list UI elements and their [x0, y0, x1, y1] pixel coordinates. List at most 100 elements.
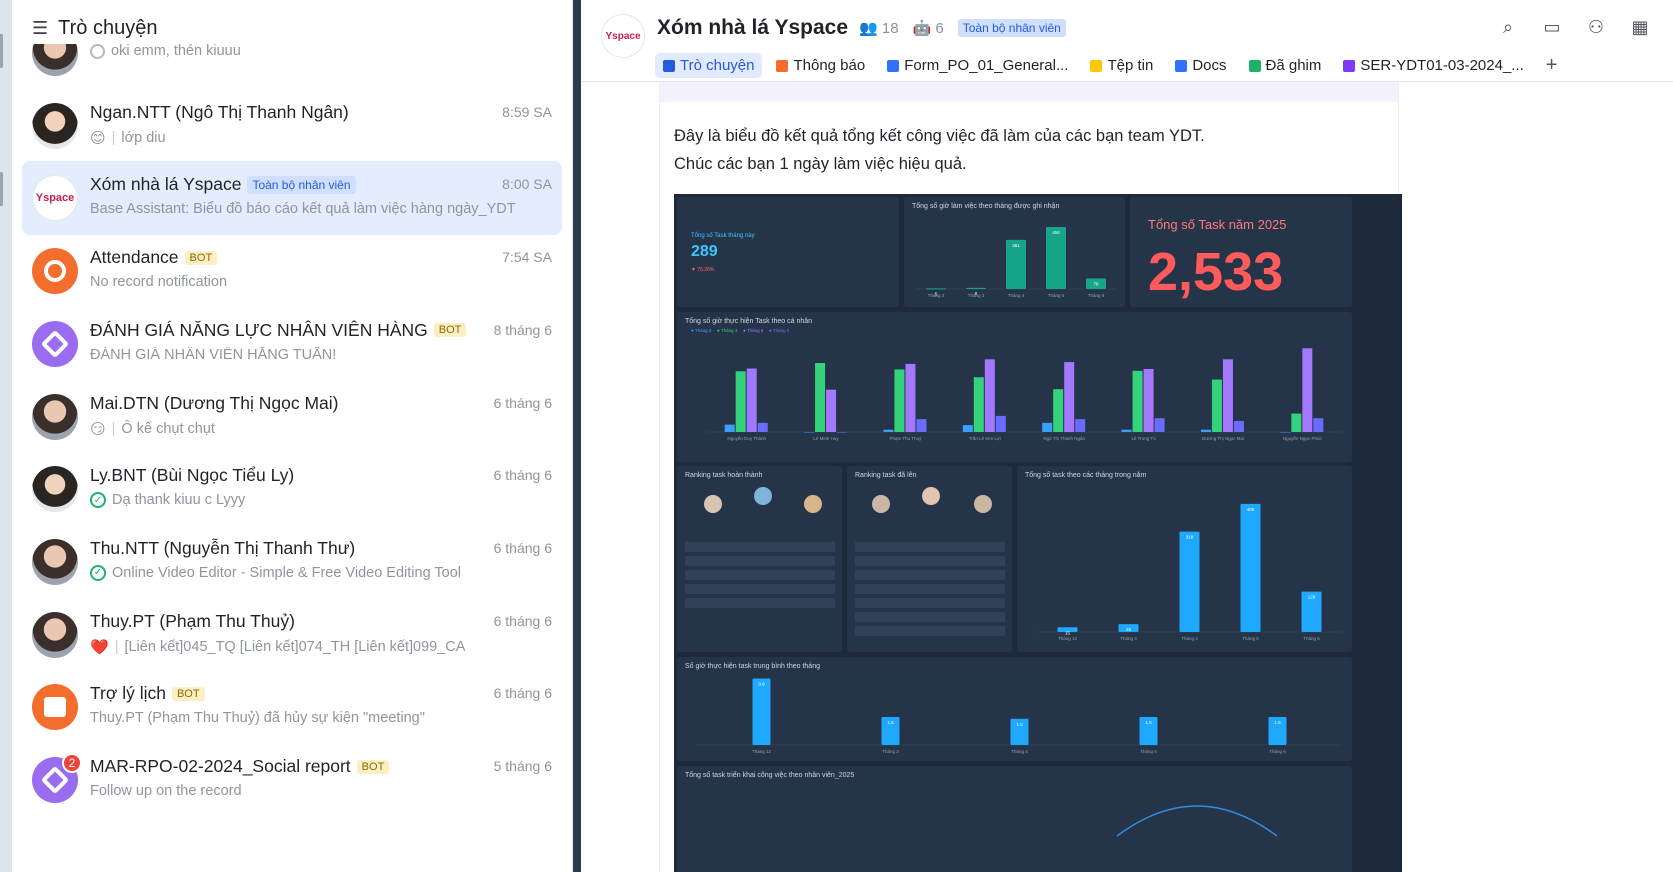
personal-hours-panel: Tổng số giờ thực hiện Task theo cá nhân …: [677, 312, 1352, 462]
tab-label: Đã ghim: [1265, 57, 1322, 74]
avatar: [32, 538, 78, 585]
bar: [1268, 717, 1287, 745]
chat-list-item[interactable]: Yspace Xóm nhà lá Yspace Toàn bộ nhân viên…: [22, 161, 562, 236]
year-total-panel: Tổng số Task năm 2025 2,533: [1130, 197, 1352, 307]
data-label: 78: [1093, 281, 1099, 286]
chat-item-body: Thuy.PT (Phạm Thu Thuỷ) 6 tháng 6 ❤️ | [Liên…: [90, 607, 562, 663]
kpi-change: ▼ 75.26%: [691, 267, 715, 273]
chat-list-item[interactable]: Trợ lý lịch BOT 6 tháng 6 Thuy.PT (Phạm Thu…: [22, 670, 562, 744]
chat-list-item[interactable]: Ly.BNT (Bùi Ngọc Tiểu Ly) 6 tháng 6 ✓ Dạ th…: [22, 452, 562, 526]
bar: [1301, 591, 1322, 632]
app-rail: [0, 0, 12, 872]
kpi-value: 289: [691, 243, 718, 260]
chat-item-body: MAR-RPO-02-2024_Social report BOT 5 tháng …: [90, 752, 562, 808]
add-tab-button[interactable]: +: [1545, 54, 1558, 76]
tick-label: Nguyễn Duy Thành: [727, 435, 766, 441]
bar: [815, 363, 826, 432]
legend-entry: ● Tháng 5: [743, 328, 764, 333]
bar: [984, 359, 995, 432]
tab-docs[interactable]: Docs: [1167, 53, 1234, 78]
chat-item-title: Ly.BNT (Bùi Ngọc Tiểu Ly): [90, 465, 295, 486]
calendar-icon[interactable]: ▦: [1631, 16, 1649, 37]
data-label: 5: [935, 291, 938, 296]
bar: [1053, 389, 1064, 432]
chat-list-header: ☰ Trò chuyện: [12, 0, 572, 56]
year-total-title: Tổng số Task năm 2025: [1148, 217, 1287, 232]
chat-item-time: 6 tháng 6: [493, 539, 552, 556]
chat-list-panel: ☰ Trò chuyện oki emm, thén kiuuu Ngan.NTT…: [12, 0, 573, 872]
tick-label: Tháng 3: [968, 293, 985, 298]
avatar: [32, 611, 78, 658]
bar: [1233, 420, 1244, 432]
chat-list[interactable]: oki emm, thén kiuuu Ngan.NTT (Ngô Thị Tha…: [12, 44, 572, 872]
folder-icon: [1090, 59, 1103, 72]
bar: [1211, 379, 1222, 432]
chat-item-body: ĐÁNH GIÁ NĂNG LỰC NHÂN VIÊN HÀNG BOT 8 thá…: [90, 316, 562, 372]
panel-title: Tổng số task triển khai công việc theo n…: [685, 772, 855, 779]
data-label: 1.6: [1274, 720, 1281, 725]
panel-title: Số giờ thực hiện task trung bình theo th…: [685, 663, 820, 670]
tab-folder[interactable]: Tệp tin: [1082, 53, 1161, 78]
message-line: Đây là biểu đồ kết quả tổng kết công việ…: [674, 127, 1205, 145]
bar: [1075, 419, 1086, 432]
chat-item-title: Thuy.PT (Phạm Thu Thuỷ): [90, 610, 295, 631]
tick-label: Tháng 3: [1120, 636, 1137, 641]
bots-count[interactable]: 🤖 6: [912, 20, 944, 37]
collapse-menu-icon[interactable]: ☰: [32, 17, 49, 38]
ranking-received-panel: Ranking task đã lên: [847, 466, 1012, 652]
bar: [973, 377, 984, 432]
chat-list-item[interactable]: Ngan.NTT (Ngô Thị Thanh Ngân) 8:59 SA 😊 | lớ…: [22, 89, 562, 163]
calendar-icon: [44, 697, 66, 718]
dashboard-image[interactable]: Tổng số Task tháng này 289 ▼ 75.26% Tổng…: [674, 194, 1402, 872]
tab-base[interactable]: SER-YDT01-03-2024_...: [1335, 53, 1531, 78]
bar: [735, 371, 746, 432]
bar: [1046, 226, 1066, 289]
reaction-icon: 😏: [90, 420, 106, 438]
chat-header: Yspace Xóm nhà lá Yspace 👥 18 🤖 6 Toàn b…: [581, 0, 1673, 82]
chat-item-body: Ngan.NTT (Ngô Thị Thanh Ngân) 8:59 SA 😊 | lớ…: [90, 98, 562, 154]
chat-list-item[interactable]: Thu.NTT (Nguyễn Thị Thanh Thư) 6 tháng 6 ✓…: [22, 525, 562, 599]
chat-list-item[interactable]: Thuy.PT (Phạm Thu Thuỷ) 6 tháng 6 ❤️ | [Liên…: [22, 598, 562, 672]
calendar-bot-avatar: [32, 684, 78, 731]
tick-label: Lê Minh Huy: [813, 436, 839, 441]
chat-list-item[interactable]: 2 MAR-RPO-02-2024_Social report BOT 5 tháng…: [22, 743, 562, 817]
add-member-icon[interactable]: ⚇: [1587, 16, 1605, 37]
chat-item-body: oki emm, thén kiuuu: [90, 44, 562, 81]
avatar: [32, 102, 78, 149]
bar: [1280, 432, 1291, 433]
ranking-done-panel: Ranking task hoàn thành: [677, 466, 842, 652]
bar: [1064, 362, 1075, 432]
data-label: 1.6: [887, 720, 894, 725]
chat-item-body: Trợ lý lịch BOT 6 tháng 6 Thuy.PT (Phạm Thu…: [90, 679, 562, 735]
chat-item-title: Attendance: [90, 247, 179, 268]
tab-megaphone[interactable]: Thông báo: [768, 53, 873, 78]
chat-item-title-row: Mai.DTN (Dương Thị Ngọc Mai): [90, 393, 338, 414]
chat-list-item[interactable]: Attendance BOT 7:54 SA No record notificati…: [22, 234, 562, 308]
chat-list-item[interactable]: Mai.DTN (Dương Thị Ngọc Mai) 6 tháng 6 😏 | Ô…: [22, 380, 562, 454]
chat-tabs: Trò chuyện Thông báo Form_PO_01_General...…: [655, 50, 1565, 81]
bar: [881, 717, 900, 745]
tab-doc[interactable]: Form_PO_01_General...: [879, 53, 1076, 78]
app-icon: [40, 329, 70, 358]
video-call-icon[interactable]: ▭: [1543, 16, 1561, 37]
search-icon[interactable]: ⌕: [1502, 16, 1514, 37]
chat-item-preview: Ô kế chụt chụt: [121, 420, 215, 437]
message-line: Chúc các bạn 1 ngày làm việc hiệu quả.: [674, 155, 967, 173]
tab-pin[interactable]: Đã ghim: [1241, 53, 1330, 78]
data-label: 128: [1308, 595, 1316, 600]
year-total-value: 2,533: [1148, 242, 1284, 302]
chat-list-item[interactable]: oki emm, thén kiuuu: [22, 44, 562, 90]
chat-title[interactable]: Xóm nhà lá Yspace: [657, 16, 849, 39]
bot-avatar: 2: [32, 753, 82, 803]
bar: [916, 419, 927, 432]
tab-label: Form_PO_01_General...: [904, 57, 1069, 74]
chat-item-title: Trợ lý lịch: [90, 683, 166, 704]
chat-item-preview: ĐÁNH GIÁ NHÂN VIÊN HẰNG TUẦN!: [90, 346, 337, 363]
group-avatar[interactable]: Yspace: [601, 14, 645, 58]
avg-hours-chart: 3.8 Tháng 12 1.6 Tháng 3 1.5 Tháng 4 1.6 Tháng …: [697, 678, 1342, 754]
tick-label: Tháng 5: [1048, 293, 1065, 298]
chat-list-item[interactable]: ĐÁNH GIÁ NĂNG LỰC NHÂN VIÊN HÀNG BOT 8 thá…: [22, 307, 562, 381]
tab-chat[interactable]: Trò chuyện: [655, 53, 763, 78]
members-count[interactable]: 👥 18: [859, 20, 899, 37]
